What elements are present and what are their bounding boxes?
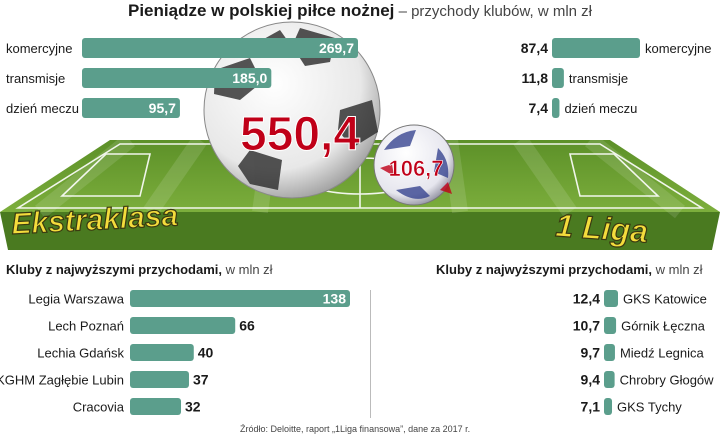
ekstra-value-label: 95,7 xyxy=(149,100,176,116)
ekstra-club-category-label: KGHM Zagłębie Lubin xyxy=(0,373,124,388)
section-divider xyxy=(370,290,371,418)
left-heading-text: Kluby z najwyższymi przychodami, xyxy=(6,262,222,277)
bars-layer: komercyjne 269,7 transmisje 185,0 dzień mecz… xyxy=(0,38,714,415)
liga-club-row-miedz-legnica: Miedź Legnica 9,7 xyxy=(581,344,705,361)
liga-bar-komercyjne xyxy=(552,38,640,58)
title-main: Pieniądze w polskiej piłce nożnej xyxy=(128,1,395,20)
title-sub: – przychody klubów, w mln zł xyxy=(398,3,592,20)
liga-club-category-label: GKS Katowice xyxy=(623,292,707,307)
ekstra-category-label: transmisje xyxy=(6,71,65,86)
ekstra-club-value-label: 37 xyxy=(193,372,209,388)
ekstra-club-row-legia-warszawa: Legia Warszawa 138 xyxy=(28,290,350,307)
liga-club-bar-chrobry-glogow xyxy=(604,371,615,388)
ekstra-club-row-kghm-zaglebie-lubin: KGHM Zagłębie Lubin 37 xyxy=(0,371,209,388)
pitch-side xyxy=(0,212,720,250)
liga-row-komercyjne: komercyjne 87,4 xyxy=(521,38,711,58)
liga-club-category-label: Chrobry Głogów xyxy=(620,373,715,388)
liga-value-label: 11,8 xyxy=(522,70,549,86)
ekstra-bar-komercyjne xyxy=(82,38,358,58)
liga1-total: 106,7 xyxy=(388,156,443,181)
liga-club-value-label: 9,7 xyxy=(581,345,601,361)
ekstra-club-bar-lechia-gdansk xyxy=(130,344,194,361)
liga-club-row-gks-tychy: GKS Tychy 7,1 xyxy=(581,398,682,415)
ekstraklasa-total: 550,4 xyxy=(240,108,360,161)
ekstra-club-row-lech-poznan: Lech Poznań 66 xyxy=(48,317,255,334)
ekstra-club-row-lechia-gdansk: Lechia Gdańsk 40 xyxy=(37,344,214,361)
small-ball-icon xyxy=(373,124,455,206)
liga-club-value-label: 12,4 xyxy=(573,291,600,307)
ekstra-club-value-label: 32 xyxy=(185,399,201,415)
right-heading-unit: w mln zł xyxy=(652,262,703,277)
ekstra-category-label: dzień meczu xyxy=(6,101,79,116)
ekstra-club-category-label: Legia Warszawa xyxy=(28,292,124,307)
liga-club-category-label: GKS Tychy xyxy=(617,400,682,415)
right-heading-text: Kluby z najwyższymi przychodami, xyxy=(436,262,652,277)
liga1-label: 1 Liga xyxy=(555,207,650,249)
liga-bar-transmisje xyxy=(552,68,564,88)
liga-value-label: 7,4 xyxy=(529,100,549,116)
liga-row-transmisje: transmisje 11,8 xyxy=(522,68,628,88)
page-title: Pieniądze w polskiej piłce nożnej – przy… xyxy=(0,0,720,23)
liga-category-label: dzień meczu xyxy=(564,101,637,116)
ekstra-category-label: komercyjne xyxy=(6,41,72,56)
ekstra-club-category-label: Lechia Gdańsk xyxy=(37,346,124,361)
liga-club-bar-miedz-legnica xyxy=(604,344,615,361)
ekstra-bar-transmisje xyxy=(82,68,272,88)
ekstra-row-komercyjne: komercyjne 269,7 xyxy=(6,38,358,58)
liga-club-category-label: Górnik Łęczna xyxy=(621,319,706,334)
left-heading-unit: w mln zł xyxy=(222,262,273,277)
liga-club-row-gornik-leczna: Górnik Łęczna 10,7 xyxy=(573,317,706,334)
ekstra-club-bar-cracovia xyxy=(130,398,182,415)
liga-club-bar-gks-tychy xyxy=(604,398,613,415)
right-section-heading: Kluby z najwyższymi przychodami, w mln z… xyxy=(436,262,703,277)
liga-value-label: 87,4 xyxy=(521,40,548,56)
liga-club-value-label: 10,7 xyxy=(573,318,600,334)
liga-category-label: komercyjne xyxy=(645,41,711,56)
liga-row-dzien-meczu: dzień meczu 7,4 xyxy=(529,98,637,118)
left-section-heading: Kluby z najwyższymi przychodami, w mln z… xyxy=(6,262,273,277)
liga-bar-dzien-meczu xyxy=(552,98,560,118)
ekstra-club-row-cracovia: Cracovia 32 xyxy=(73,398,201,415)
liga-club-bar-gks-katowice xyxy=(604,290,618,307)
pitch xyxy=(0,122,720,250)
ekstra-club-value-label: 40 xyxy=(198,345,214,361)
liga-category-label: transmisje xyxy=(569,71,628,86)
liga-club-bar-gornik-leczna xyxy=(604,317,617,334)
ekstra-club-category-label: Cracovia xyxy=(73,400,125,415)
ekstra-bar-dzien-meczu xyxy=(82,98,180,118)
ekstra-row-transmisje: transmisje 185,0 xyxy=(6,68,272,88)
ekstra-club-bar-legia-warszawa xyxy=(130,290,350,307)
ekstra-value-label: 269,7 xyxy=(319,40,354,56)
ekstra-club-bar-lech-poznan xyxy=(130,317,236,334)
liga-club-row-chrobry-glogow: Chrobry Głogów 9,4 xyxy=(581,371,715,388)
liga-club-value-label: 7,1 xyxy=(581,399,601,415)
ekstra-club-value-label: 66 xyxy=(239,318,255,334)
liga-club-row-gks-katowice: GKS Katowice 12,4 xyxy=(573,290,707,307)
ekstra-value-label: 185,0 xyxy=(232,70,267,86)
ekstra-row-dzien-meczu: dzień meczu 95,7 xyxy=(6,98,180,118)
ekstra-club-category-label: Lech Poznań xyxy=(48,319,124,334)
liga-club-value-label: 9,4 xyxy=(581,372,601,388)
ekstra-club-value-label: 138 xyxy=(323,291,347,307)
liga-club-category-label: Miedź Legnica xyxy=(620,346,705,361)
source-note: Źródło: Deloitte, raport „1Liga finansow… xyxy=(240,424,471,434)
ekstra-club-bar-kghm-zaglebie-lubin xyxy=(130,371,189,388)
